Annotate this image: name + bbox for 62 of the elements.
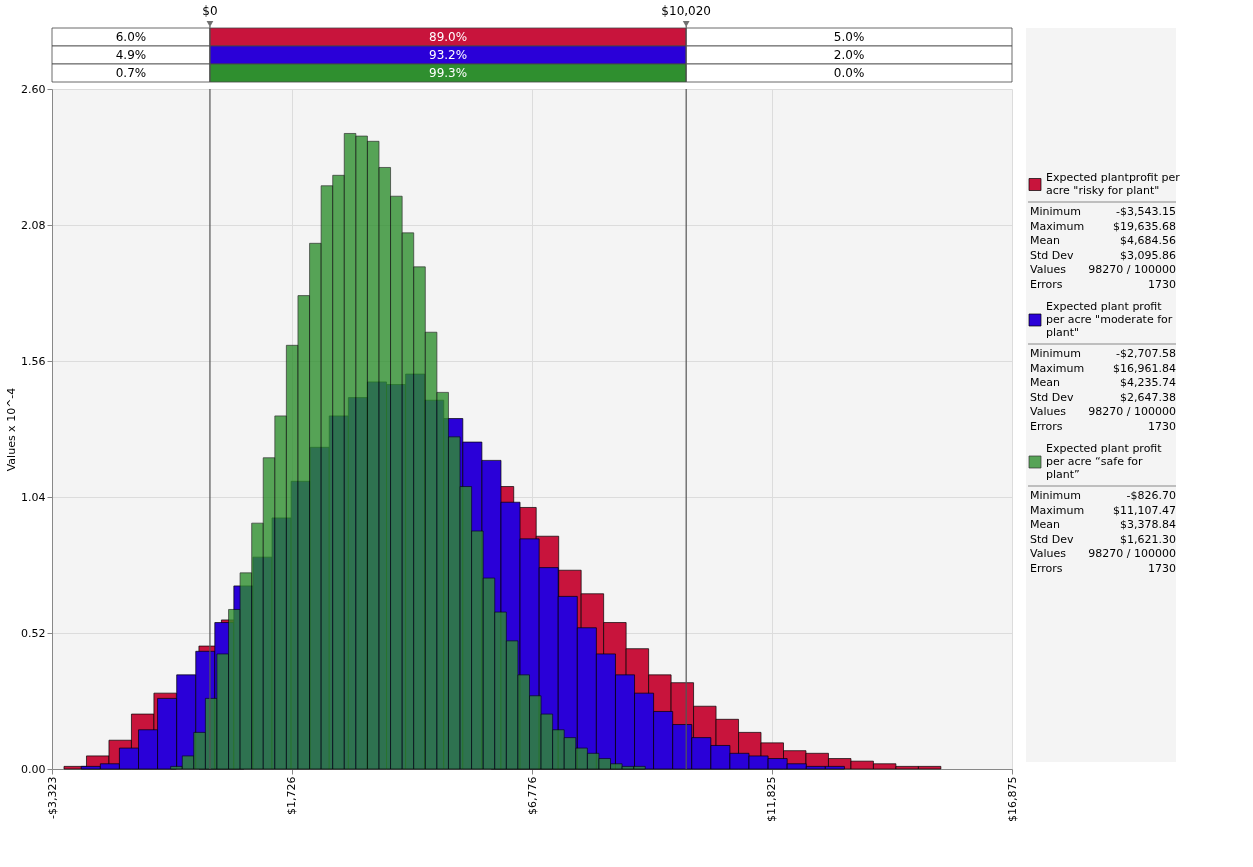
text: Maximum	[1030, 361, 1085, 375]
text: $3,095.86	[1120, 248, 1176, 262]
text: 5.0%	[833, 30, 865, 44]
text: $4,684.56	[1120, 234, 1176, 247]
text: 1730	[1148, 561, 1176, 575]
text: -$3,543.15	[1116, 205, 1176, 218]
text: Errors	[1030, 561, 1063, 575]
text: Std Dev	[1030, 532, 1075, 546]
text: 98270 / 100000	[1088, 263, 1176, 276]
text: Values	[1030, 405, 1067, 418]
x-tick-label: $16,875	[1005, 776, 1019, 822]
text: 99.3%	[429, 66, 468, 80]
text: Errors	[1030, 419, 1063, 433]
y-tick-label: 2.60	[21, 82, 46, 96]
legend-label: Expected plant profit per acre “safe for plant”	[1046, 442, 1163, 481]
text: 1730	[1148, 277, 1176, 291]
legend-label: Expected plant profit per acre "moderate for plant"	[1046, 300, 1173, 339]
text: Mean	[1030, 376, 1060, 389]
text: $16,961.84	[1113, 361, 1176, 375]
text: $1,621.30	[1120, 532, 1176, 546]
text: Mean	[1030, 518, 1060, 531]
text: Minimum	[1030, 347, 1081, 360]
text: Mean	[1030, 234, 1060, 247]
text: Maximum	[1030, 503, 1085, 517]
text: 6.0%	[115, 30, 147, 44]
text: -$2,707.58	[1116, 347, 1176, 360]
text: 98270 / 100000	[1088, 405, 1176, 418]
text: 93.2%	[429, 48, 468, 62]
text: 2.0%	[833, 48, 865, 62]
text: Std Dev	[1030, 248, 1075, 262]
legend-label: Expected plantprofit per acre "risky for plant"	[1046, 171, 1181, 197]
text: Minimum	[1030, 489, 1081, 502]
text: -$826.70	[1126, 489, 1176, 502]
ref-line-label: $10,020	[661, 4, 711, 18]
y-tick-label: 0.00	[21, 762, 46, 776]
y-tick-label: 0.52	[21, 626, 46, 640]
y-axis-title: Values x 10^-4	[5, 387, 19, 472]
text: 0.0%	[833, 66, 865, 80]
text: $3,378.84	[1120, 518, 1176, 531]
text: Std Dev	[1030, 390, 1075, 404]
y-tick-label: 1.56	[21, 354, 46, 368]
x-tick-label: $11,825	[765, 776, 779, 822]
y-tick-label: 2.08	[21, 218, 46, 232]
y-tick-label: 1.04	[21, 490, 46, 504]
text: 4.9%	[115, 48, 147, 62]
text: 0.7%	[115, 66, 147, 80]
text: Errors	[1030, 277, 1063, 291]
text: Values	[1030, 263, 1067, 276]
text: 1730	[1148, 419, 1176, 433]
text: Minimum	[1030, 205, 1081, 218]
ref-line-label: $0	[202, 4, 218, 18]
x-tick-label: $6,776	[525, 776, 539, 815]
text: $2,647.38	[1120, 390, 1176, 404]
x-tick-label: $1,726	[285, 776, 299, 815]
text: $11,107.47	[1113, 503, 1176, 517]
text: 89.0%	[429, 30, 468, 44]
x-tick-label: -$3,323	[45, 776, 59, 819]
text: $19,635.68	[1113, 219, 1176, 233]
text: 98270 / 100000	[1088, 547, 1176, 560]
text: Values	[1030, 547, 1067, 560]
text: Maximum	[1030, 219, 1085, 233]
text: $4,235.74	[1120, 376, 1176, 389]
